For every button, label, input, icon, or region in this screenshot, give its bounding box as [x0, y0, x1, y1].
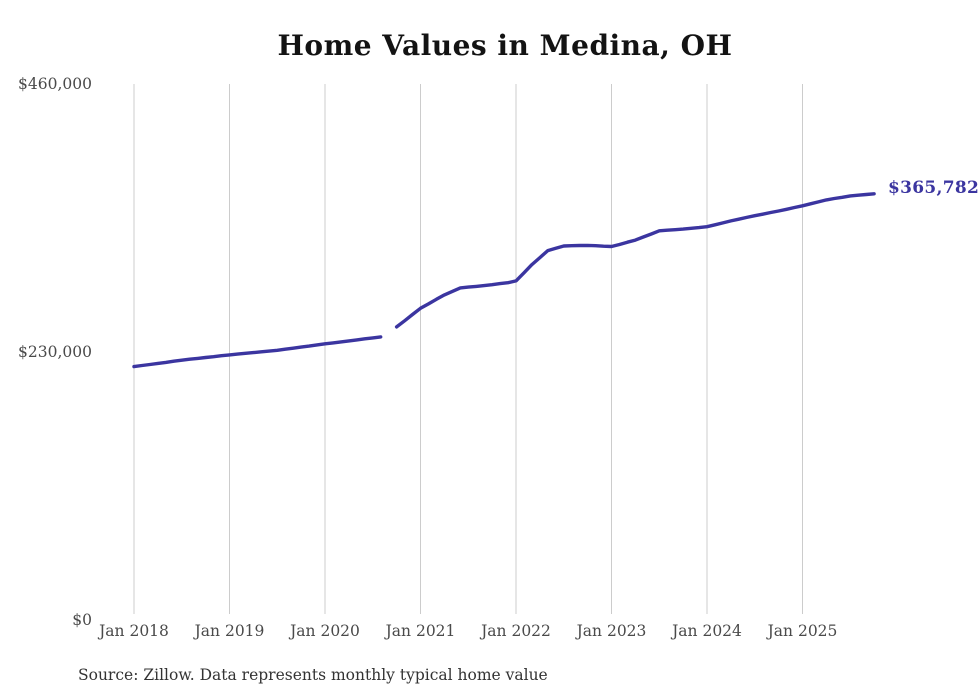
current-value-label: $365,782 [888, 178, 980, 198]
x-tick-label: Jan 2023 [576, 622, 647, 640]
home-value-line [394, 192, 876, 329]
y-tick-label: $0 [72, 611, 92, 629]
y-tick-label: $230,000 [18, 343, 92, 361]
source-note: Source: Zillow. Data represents monthly … [78, 666, 548, 684]
chart-title: Home Values in Medina, OH [277, 29, 733, 62]
x-tick-label: Jan 2021 [385, 622, 456, 640]
home-value-line [132, 335, 383, 369]
x-tick-label: Jan 2018 [99, 622, 169, 640]
y-tick-label: $460,000 [18, 75, 92, 93]
x-tick-label: Jan 2019 [194, 622, 265, 640]
x-tick-label: Jan 2024 [672, 622, 742, 640]
x-tick-label: Jan 2022 [481, 622, 551, 640]
x-tick-label: Jan 2020 [290, 622, 360, 640]
x-tick-label: Jan 2025 [767, 622, 838, 640]
